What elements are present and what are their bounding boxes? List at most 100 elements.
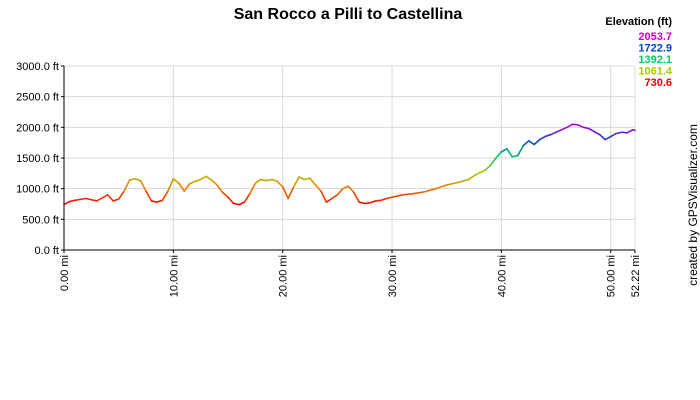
elevation-segment — [620, 131, 628, 134]
elevation-segment — [178, 182, 186, 192]
x-tick-label: 50.00 mi — [606, 255, 618, 297]
y-tick-label: 3000.0 ft — [16, 61, 59, 73]
y-tick-label: 2500.0 ft — [16, 92, 59, 104]
elevation-segment — [527, 140, 535, 146]
elevation-segment — [391, 195, 399, 199]
elevation-segment — [331, 194, 339, 200]
elevation-segment — [128, 178, 136, 181]
elevation-segment — [68, 199, 76, 203]
legend-entry: 1392.1 — [638, 54, 672, 66]
elevation-segment — [604, 135, 612, 141]
elevation-segment — [413, 190, 426, 195]
elevation-segment — [609, 132, 617, 138]
elevation-segment — [336, 187, 344, 196]
elevation-segment — [467, 174, 475, 181]
elevation-segment — [347, 185, 355, 194]
elevation-segment — [172, 178, 180, 184]
elevation-segment — [549, 131, 557, 136]
elevation-segment — [500, 148, 508, 153]
elevation-segment — [303, 177, 311, 181]
credit-text: created by GPSVisualizer.com — [686, 124, 700, 286]
elevation-segment — [287, 186, 295, 200]
x-tick-labels: 0.00 mi 10.00 mi 20.00 mi 30.00 mi 40.00 mi 5… — [59, 250, 642, 297]
elevation-segment — [276, 180, 284, 188]
elevation-segment — [495, 151, 503, 159]
elevation-segment — [478, 169, 486, 174]
chart-title: San Rocco a Pilli to Castellina — [234, 6, 463, 23]
elevation-segment — [134, 178, 142, 182]
elevation-segment — [194, 178, 202, 183]
elevation-segment — [402, 192, 415, 196]
elevation-segment — [374, 199, 382, 202]
x-tick-label: 10.00 mi — [168, 255, 180, 297]
elevation-segment — [571, 123, 579, 126]
elevation-segment — [205, 175, 213, 181]
elevation-segment — [352, 191, 361, 203]
elevation-segment — [232, 202, 240, 206]
elevation-segment — [396, 194, 404, 197]
elevation-segment — [150, 200, 158, 203]
elevation-segment — [188, 180, 197, 185]
elevation-segment — [582, 126, 590, 130]
elevation-segment — [221, 191, 229, 199]
elevation-segment — [434, 184, 448, 190]
elevation-segment — [626, 128, 634, 134]
x-tick-label: 40.00 mi — [496, 255, 508, 297]
elevation-segment — [342, 185, 350, 190]
elevation-segment — [631, 128, 636, 132]
elevation-segment — [85, 197, 98, 202]
y-tick-label: 1000.0 ft — [16, 184, 59, 196]
elevation-segment — [320, 190, 328, 203]
elevation-segment — [588, 127, 596, 133]
y-tick-labels: 0.0 ft 500.0 ft 1000.0 ft 1500.0 ft 2000.0 f… — [16, 61, 64, 257]
legend-entry: 1061.4 — [638, 66, 673, 78]
elevation-segment — [117, 190, 125, 200]
elevation-segment — [265, 178, 273, 182]
elevation-segment — [560, 126, 568, 131]
elevation-segment — [484, 164, 492, 172]
elevation-segment — [112, 198, 120, 202]
elevation-segment — [254, 178, 262, 184]
elevation-segment — [63, 200, 71, 206]
elevation-segment — [260, 178, 268, 182]
elevation-segment — [522, 140, 530, 147]
elevation-segment — [210, 179, 218, 186]
elevation-segment — [216, 184, 224, 194]
y-tick-label: 2000.0 ft — [16, 122, 59, 134]
elevation-segment — [123, 179, 131, 192]
elevation-segment — [161, 190, 169, 202]
elevation-segment — [74, 197, 87, 202]
elevation-segment — [243, 192, 251, 203]
legend-title: Elevation (ft) — [605, 16, 672, 28]
elevation-segment — [314, 184, 322, 192]
x-tick-label: 0.00 mi — [59, 255, 71, 291]
elevation-segment — [325, 197, 333, 203]
elevation-segment — [533, 138, 541, 146]
elevation-segment — [96, 194, 109, 202]
elevation-segment — [183, 182, 191, 192]
elevation-segment — [473, 171, 481, 177]
elevation-segment — [270, 178, 279, 183]
elevation-segment — [145, 190, 153, 202]
elevation-segment — [298, 176, 306, 181]
elevation-segment — [369, 200, 377, 204]
elevation-segment — [199, 175, 207, 181]
elevation-segment — [238, 201, 246, 206]
elevation-segment — [538, 135, 546, 141]
elevation-segment — [544, 133, 552, 138]
elevation-segment — [511, 154, 519, 158]
y-tick-label: 0.0 ft — [35, 245, 59, 257]
elevation-segment — [358, 201, 366, 205]
elevation-segment — [292, 176, 300, 188]
elevation-segment — [139, 179, 147, 192]
elevation-segment — [167, 178, 175, 192]
elevation-segment — [456, 178, 470, 184]
elevation-segment — [156, 199, 164, 203]
elevation-segment — [385, 196, 393, 200]
elevation-segment — [380, 197, 388, 202]
elevation-segment — [516, 144, 525, 157]
elevation-segment — [227, 196, 235, 205]
elevation-segment — [598, 133, 607, 141]
